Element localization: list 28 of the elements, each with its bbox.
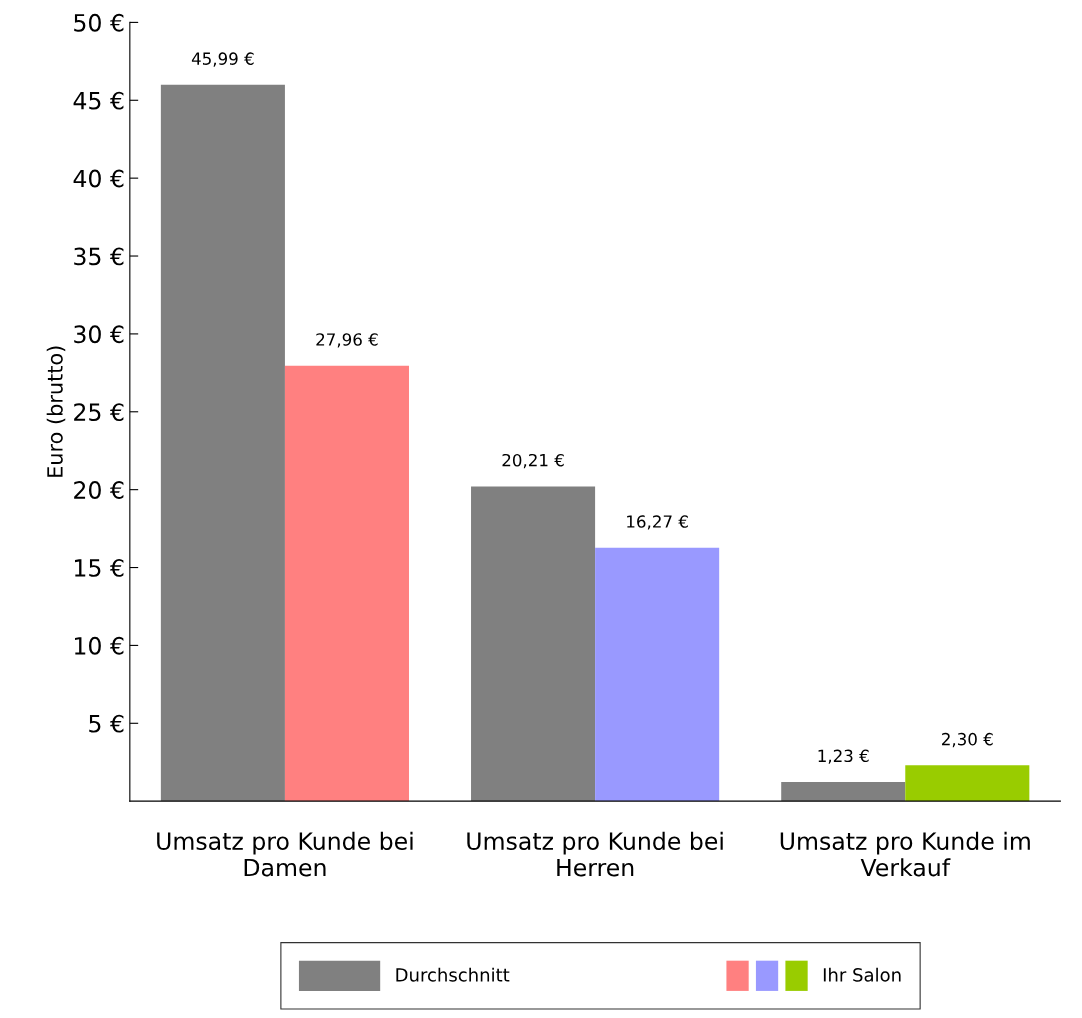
data-label: 27,96 € [316,333,378,348]
x-tick-label: Umsatz pro Kunde bei Damen [157,831,413,877]
data-label: 20,21 € [502,453,564,469]
y-tick-label: 30 € [74,325,124,344]
y-tick-label: 40 € [73,169,124,188]
data-label: 16,27 € [627,515,688,530]
y-tick-label: 15 € [75,558,124,577]
y-axis-title: Euro (brutto) [46,346,66,477]
y-tick-label: 10 € [75,636,124,655]
legend-label: Durchschnitt [396,967,510,982]
bar [595,547,720,802]
bar [160,84,285,802]
legend-label: Ihr Salon [823,967,901,982]
bar [781,782,906,802]
x-tick-label: Umsatz pro Kunde bei Herren [467,831,723,877]
bar [471,486,596,802]
y-tick-label: 5 € [89,714,124,733]
y-tick-label: 20 € [74,481,124,499]
y-tick-label: 50 € [74,13,124,32]
data-label: 45,99 € [191,52,254,67]
y-tick-label: 35 € [74,247,124,266]
bar [284,365,409,802]
y-tick-label: 45 € [73,91,124,110]
data-label: 2,30 € [942,732,993,748]
data-label: 1,23 € [818,749,869,764]
bar [905,765,1030,802]
y-tick-label: 25 € [74,403,124,422]
x-tick-label: Umsatz pro Kunde im Verkauf [780,831,1030,877]
